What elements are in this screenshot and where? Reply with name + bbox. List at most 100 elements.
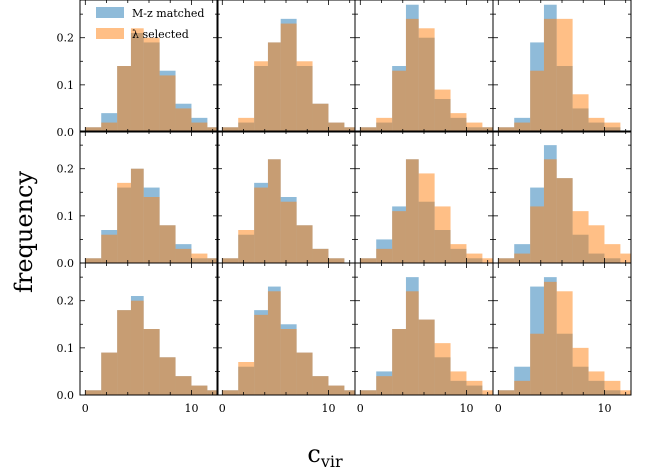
panel-r3-c3: 0 10 [354, 262, 494, 415]
bar-lam-bin2 [101, 352, 118, 395]
bars [222, 159, 345, 263]
bar-lam-bin2 [101, 122, 118, 132]
bar-lam-bin7 [588, 225, 605, 263]
y-tick-label: 0.1 [57, 342, 75, 355]
bar-lam-bin1 [85, 390, 102, 395]
bar-lam-bin7 [450, 371, 467, 395]
bar-lam-bin3 [117, 66, 131, 132]
bar-lam-bin5 [143, 37, 160, 132]
bars [498, 4, 621, 132]
bar-lam-bin6 [159, 75, 176, 132]
bar-lam-bin3 [117, 310, 131, 395]
bar-lam-bin5 [556, 18, 573, 132]
bar-lam-bin5 [143, 329, 160, 395]
panel-r2-c4 [492, 130, 632, 264]
ticks [217, 0, 355, 133]
bar-lam-bin5 [280, 201, 297, 263]
bar-lam-bin6 [159, 225, 176, 263]
panel-r1-c2 [216, 0, 356, 133]
bar-lam-bin3 [530, 70, 544, 132]
bar-lam-bin4 [267, 42, 281, 132]
bar-lam-bin2 [514, 253, 531, 263]
x-tick-label: 0 [219, 402, 226, 415]
bars [498, 277, 631, 395]
legend-swatch [96, 28, 124, 39]
legend: M-z matched λ selected [96, 7, 204, 41]
bar-lam-bin1 [222, 258, 239, 263]
bar-lam-bin9 [482, 258, 493, 263]
bar-lam-bin2 [514, 380, 531, 395]
x-tick-label: 10 [597, 402, 611, 415]
bar-lam-bin8 [604, 122, 621, 132]
panel-frame [492, 262, 632, 396]
bar-lam-bin5 [418, 28, 435, 132]
bar-lam-bin8 [604, 380, 621, 395]
y-tick-label: 0.0 [57, 257, 75, 270]
bar-lam-bin8 [191, 122, 208, 132]
bars [360, 4, 493, 132]
bar-lam-bin6 [296, 61, 313, 132]
bar-lam-bin8 [328, 385, 345, 395]
bar-lam-bin1 [498, 390, 515, 395]
bar-lam-bin7 [175, 248, 192, 263]
bar-lam-bin8 [604, 244, 621, 263]
bar-lam-bin8 [466, 253, 483, 263]
bar-lam-bin6 [572, 347, 589, 395]
x-tick-label: 0 [495, 402, 502, 415]
bar-lam-bin2 [376, 117, 393, 132]
bar-lam-bin6 [434, 206, 451, 263]
bar-lam-bin7 [312, 376, 329, 395]
bar-lam-bin4 [543, 281, 557, 395]
bar-lam-bin1 [85, 258, 102, 263]
x-tick-label: 0 [357, 402, 364, 415]
bar-lam-bin7 [588, 371, 605, 395]
bar-lam-bin3 [392, 329, 406, 395]
bar-lam-bin7 [450, 244, 467, 263]
bar-lam-bin3 [254, 314, 268, 395]
y-tick-label: 0.2 [57, 163, 75, 176]
bar-lam-bin2 [514, 122, 531, 132]
bar-lam-bin5 [418, 173, 435, 263]
y-tick-label: 0.1 [57, 79, 75, 92]
bar-lam-bin8 [328, 122, 345, 132]
bar-lam-bin6 [434, 343, 451, 395]
bar-lam-bin9 [207, 258, 218, 263]
bar-lam-bin5 [556, 178, 573, 263]
bar-lam-bin2 [238, 230, 255, 263]
bar-lam-bin5 [418, 319, 435, 395]
bar-lam-bin6 [296, 352, 313, 395]
bar-lam-bin4 [130, 300, 144, 395]
bar-lam-bin8 [466, 380, 483, 395]
bar-lam-bin3 [530, 333, 544, 395]
bar-lam-bin8 [328, 258, 345, 263]
bar-lam-bin9 [482, 390, 493, 395]
bar-lam-bin8 [466, 122, 483, 132]
bar-lam-bin8 [191, 385, 208, 395]
panel-r2-c1: 0.0 0.1 0.2 [57, 130, 219, 270]
bars [85, 296, 218, 395]
x-tick-label: 10 [184, 402, 198, 415]
bar-lam-bin2 [376, 376, 393, 395]
y-axis-label: frequency [10, 171, 38, 293]
x-tick-label: 0 [82, 402, 89, 415]
bar-lam-bin1 [222, 390, 239, 395]
bar-lam-bin4 [130, 28, 144, 132]
bar-lam-bin7 [312, 248, 329, 263]
bar-lam-bin5 [280, 329, 297, 395]
bar-lam-bin4 [130, 168, 144, 263]
panel-r1-c3 [354, 0, 494, 133]
legend-entry-2: λ selected [96, 28, 189, 41]
bar-lam-bin3 [254, 187, 268, 263]
bar-lam-bin2 [238, 362, 255, 395]
bar-lam-bin4 [543, 159, 557, 263]
bar-lam-bin6 [572, 211, 589, 263]
bar-lam-bin1 [498, 258, 515, 263]
bars [85, 28, 218, 132]
bar-lam-bin4 [543, 18, 557, 132]
bar-lam-bin6 [572, 94, 589, 132]
bar-lam-bin9 [620, 253, 631, 263]
x-axis-label-main: c [307, 440, 320, 468]
panel-r1-c1: 0.0 0.1 0.2 [57, 0, 219, 139]
y-tick-label: 0.0 [57, 389, 75, 402]
panels-group: 0.0 0.1 0.2 0.0 0.1 0.2 0.0 0.1 0.2 0 10 0 10 0 10 0 10 [57, 0, 632, 415]
